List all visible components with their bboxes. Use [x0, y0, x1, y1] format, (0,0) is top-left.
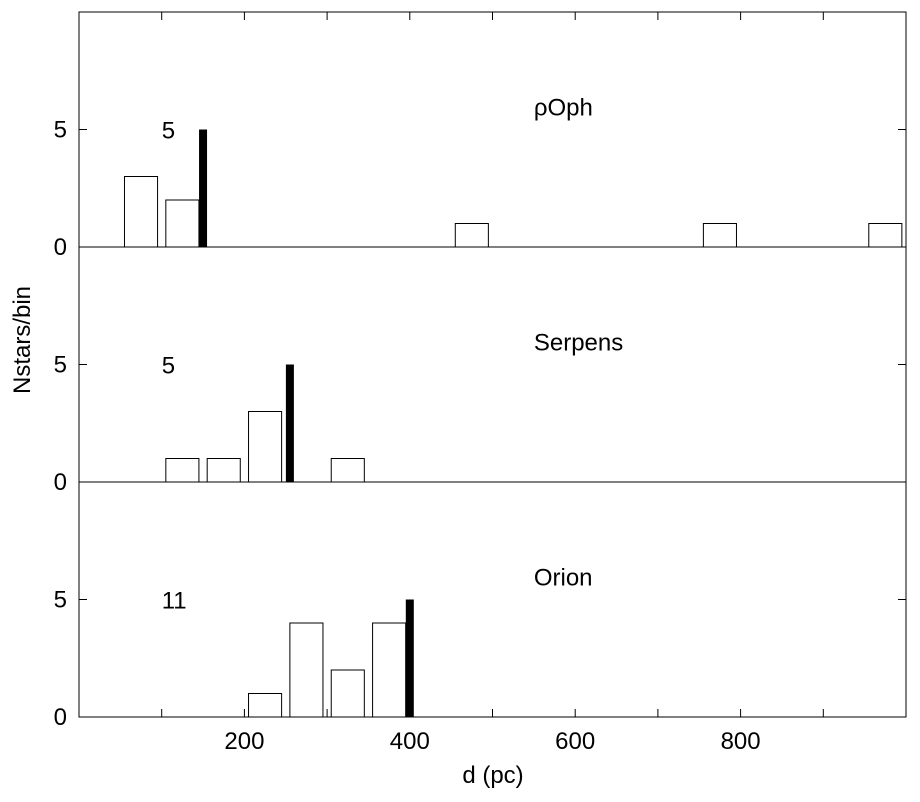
y-tick-label: 0	[54, 469, 67, 496]
distance-marker	[199, 129, 208, 247]
histogram-bar	[868, 223, 903, 248]
distance-marker	[405, 599, 414, 717]
histogram-bar	[372, 622, 407, 718]
panel-name: Orion	[534, 565, 593, 592]
histogram-bar	[289, 622, 324, 718]
panel-count-label: 5	[162, 118, 175, 145]
histogram-bar	[165, 199, 200, 248]
distance-marker	[285, 364, 294, 482]
histogram-bar	[248, 693, 283, 718]
histogram-bar	[454, 223, 489, 248]
y-tick-label: 5	[54, 117, 67, 144]
x-tick-label: 800	[721, 728, 761, 755]
y-tick-label: 5	[54, 352, 67, 379]
panels-group: 0 5 5 ρOph 0 5 5 Serpens 0 5 11 Orion	[54, 11, 907, 731]
panel-1: 0 5 5 Serpens	[54, 330, 906, 496]
x-tick-label: 200	[224, 728, 264, 755]
x-axis: 200 400 600 800	[161, 12, 824, 755]
panel-name: ρOph	[534, 95, 593, 122]
panel-name: Serpens	[534, 330, 623, 357]
panel-2: 0 5 11 Orion	[54, 565, 906, 731]
histogram-bar	[248, 411, 283, 483]
histogram-bar	[702, 223, 737, 248]
histogram-bar	[330, 458, 365, 483]
panel-count-label: 11	[162, 588, 187, 615]
x-tick-label: 400	[390, 728, 430, 755]
histogram-bar	[123, 176, 159, 248]
histogram-bar	[165, 458, 200, 483]
panel-0: 0 5 5 ρOph	[54, 95, 906, 261]
y-tick-label: 5	[54, 587, 67, 614]
y-axis-label: Nstars/bin	[9, 286, 36, 394]
x-tick-label: 600	[555, 728, 595, 755]
histogram-bar	[206, 458, 241, 483]
histogram-bar	[330, 669, 365, 718]
plot-frame	[78, 11, 907, 718]
y-tick-label: 0	[54, 234, 67, 261]
x-axis-label: d (pc)	[462, 762, 523, 789]
panel-count-label: 5	[162, 353, 175, 380]
y-tick-label: 0	[54, 704, 67, 731]
